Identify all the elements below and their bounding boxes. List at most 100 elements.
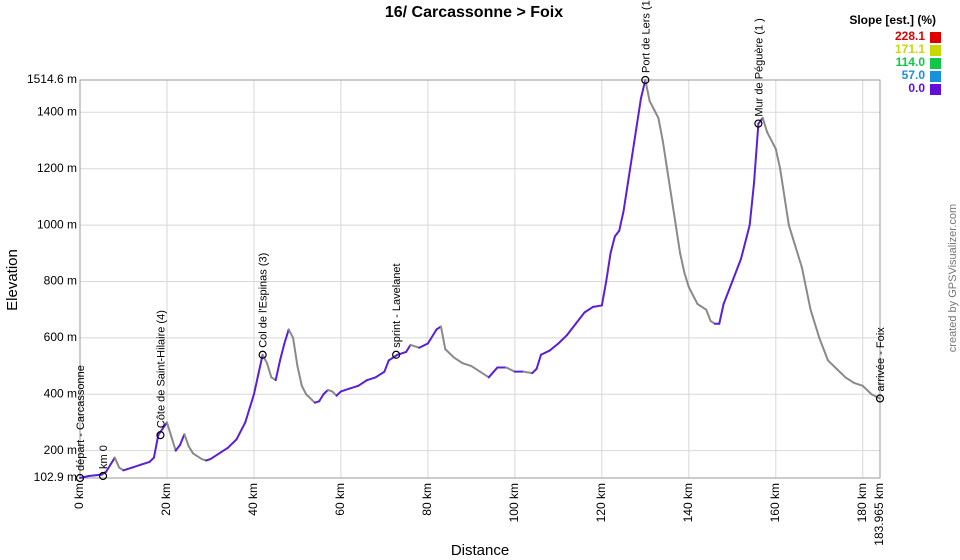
elevation-segment xyxy=(674,224,682,255)
elevation-segment xyxy=(265,362,273,379)
y-tick-label: 1000 m xyxy=(37,217,77,231)
elevation-segment xyxy=(300,384,308,396)
waypoint-marker xyxy=(641,75,650,85)
elevation-segment xyxy=(418,342,429,349)
elevation-segment xyxy=(105,456,116,473)
elevation-segment xyxy=(853,381,864,387)
elevation-segment xyxy=(792,238,803,269)
elevation-segment xyxy=(800,266,812,311)
elevation-segment xyxy=(274,359,282,382)
elevation-segment xyxy=(535,353,542,370)
elevation-segment xyxy=(635,97,642,128)
waypoint-label: Mur de Péguère (1 ) xyxy=(753,18,765,116)
elevation-segment xyxy=(522,370,534,375)
x-tick-label: 140 km xyxy=(681,483,695,522)
y-tick-label: 600 m xyxy=(44,330,77,344)
elevation-segment xyxy=(322,389,329,396)
elevation-segment xyxy=(439,325,447,351)
elevation-segment xyxy=(613,229,621,238)
legend-swatch xyxy=(930,58,941,69)
legend-swatch xyxy=(930,84,941,95)
elevation-segment xyxy=(661,139,669,170)
elevation-segment xyxy=(157,421,168,437)
elevation-segment xyxy=(444,348,455,359)
elevation-segment xyxy=(487,366,499,379)
legend-label: 171.1 xyxy=(895,42,925,56)
elevation-segment xyxy=(218,446,229,455)
elevation-segment xyxy=(566,322,577,337)
elevation-segment xyxy=(722,280,734,306)
elevation-segment xyxy=(335,390,342,397)
elevation-segment xyxy=(861,384,873,396)
y-tick-label: 1514.6 m xyxy=(27,72,77,86)
x-tick-label: 80 km xyxy=(420,483,434,516)
elevation-segment xyxy=(426,328,438,345)
elevation-segment xyxy=(374,370,386,379)
elevation-segment xyxy=(731,257,742,283)
elevation-segment xyxy=(287,328,295,339)
elevation-segment xyxy=(583,305,595,314)
credit: created by GPSVisualizer.com xyxy=(947,204,959,352)
y-tick-label: 1400 m xyxy=(37,104,77,118)
elevation-segment xyxy=(387,353,399,362)
elevation-segment xyxy=(405,343,412,353)
elevation-segment xyxy=(383,359,390,373)
elevation-segment xyxy=(618,209,625,232)
waypoint-marker xyxy=(258,350,267,359)
elevation-segment xyxy=(605,252,612,283)
elevation-segment xyxy=(226,438,238,449)
elevation-segment xyxy=(766,131,777,150)
waypoint-label: sprint - Lavelanet xyxy=(391,263,403,347)
elevation-segment xyxy=(283,328,290,345)
elevation-segment xyxy=(348,384,360,390)
elevation-segment xyxy=(622,181,629,212)
elevation-segment xyxy=(626,153,634,184)
elevation-segment xyxy=(653,108,660,119)
elevation-segment xyxy=(79,474,90,479)
elevation-segment xyxy=(235,421,247,441)
elevation-segment xyxy=(470,365,482,373)
elevation-segment xyxy=(787,224,795,241)
elevation-segment xyxy=(209,452,221,461)
y-tick-label: 400 m xyxy=(44,386,77,400)
elevation-segment xyxy=(592,304,603,308)
elevation-segment xyxy=(826,359,838,370)
waypoint-marker xyxy=(98,471,108,481)
x-tick-label: 20 km xyxy=(159,483,173,516)
elevation-segment xyxy=(548,342,560,352)
x-tick-label: 0 km xyxy=(72,483,86,509)
legend-title: Slope [est.] (%) xyxy=(849,13,936,27)
elevation-segment xyxy=(631,125,638,156)
waypoint-marker xyxy=(75,473,85,483)
elevation-segment xyxy=(305,393,316,404)
elevation-segment xyxy=(179,433,186,446)
x-tick-label: 160 km xyxy=(768,483,782,522)
elevation-segment xyxy=(505,366,516,373)
waypoint-label: départ - Carcassonne xyxy=(75,365,87,471)
elevation-segment xyxy=(835,367,847,379)
elevation-segment xyxy=(870,393,881,400)
waypoint-marker xyxy=(392,350,401,359)
elevation-segment xyxy=(718,303,725,325)
elevation-segment xyxy=(539,349,551,356)
elevation-segment xyxy=(557,334,569,345)
elevation-segment xyxy=(261,353,268,365)
legend-swatch xyxy=(930,32,941,43)
elevation-segment xyxy=(479,370,490,379)
x-tick-label: 183.965 km xyxy=(872,483,886,546)
elevation-segment xyxy=(244,393,255,424)
x-tick-label: 120 km xyxy=(594,483,608,522)
waypoint-label: Port de Lers (1) xyxy=(640,0,652,73)
waypoint-label: Col de l'Espinas (3) xyxy=(258,253,270,348)
y-tick-label: 200 m xyxy=(44,443,77,457)
elevation-segment xyxy=(396,350,408,356)
elevation-segment xyxy=(187,445,195,455)
x-tick-label: 180 km xyxy=(855,483,869,522)
x-tick-label: 100 km xyxy=(507,483,521,522)
legend-label: 228.1 xyxy=(895,29,925,43)
elevation-segment xyxy=(574,311,586,325)
elevation-segment xyxy=(600,280,608,307)
elevation-segment xyxy=(679,252,686,275)
elevation-segment xyxy=(192,452,203,461)
